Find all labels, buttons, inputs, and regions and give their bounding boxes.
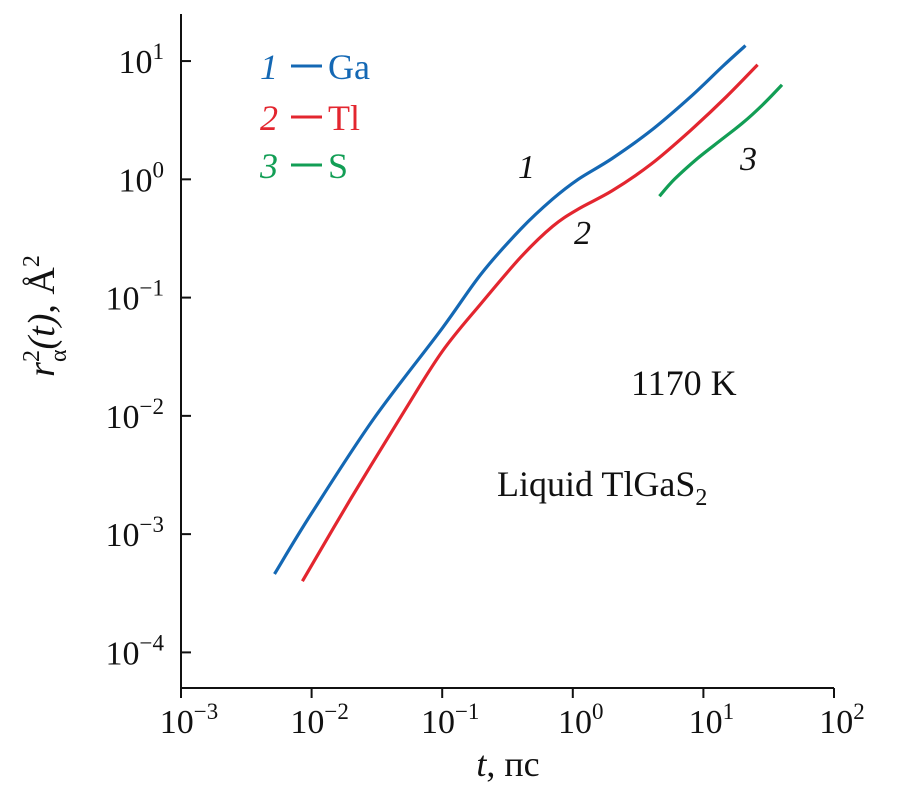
x-label-var: t bbox=[476, 744, 487, 784]
y-label-sup: 2 bbox=[19, 350, 45, 362]
axes bbox=[180, 14, 834, 689]
y-label-sub: α bbox=[46, 349, 72, 362]
x-tick-exp: 2 bbox=[853, 699, 865, 724]
y-tick-exp: 1 bbox=[153, 39, 165, 64]
y-tick-exp: −3 bbox=[140, 512, 164, 537]
y-tick-label: 100 bbox=[119, 157, 165, 199]
curve-label-3: 3 bbox=[739, 141, 757, 178]
annotation-temperature: 1170 K bbox=[631, 363, 737, 403]
y-tick-base: 10 bbox=[119, 162, 153, 199]
legend-num-3: 3 bbox=[259, 146, 278, 186]
legend-entry-ga: 1 Ga bbox=[260, 47, 370, 87]
series-line-ga bbox=[273, 44, 747, 575]
annotation-substance-text: Liquid TlGaS bbox=[497, 464, 695, 504]
annotation-substance: Liquid TlGaS2 bbox=[497, 464, 707, 511]
y-label-unit: , Å bbox=[21, 267, 63, 314]
x-axis-label: t, пс bbox=[476, 744, 539, 784]
x-label-unit: , пс bbox=[486, 744, 539, 784]
x-tick-label: 10−2 bbox=[290, 699, 348, 741]
y-tick-label: 10−3 bbox=[106, 512, 164, 554]
y-tick-base: 10 bbox=[106, 399, 140, 436]
legend-label-tl: Tl bbox=[328, 98, 360, 138]
y-tick-base: 10 bbox=[106, 281, 140, 318]
legend-label-ga: Ga bbox=[328, 47, 370, 87]
x-tick-base: 10 bbox=[290, 704, 324, 741]
y-label-base: r bbox=[21, 362, 63, 377]
x-tick-label: 102 bbox=[819, 699, 865, 741]
x-tick-base: 10 bbox=[558, 704, 592, 741]
y-label-unit-sup: 2 bbox=[19, 255, 45, 267]
y-tick-base: 10 bbox=[106, 517, 140, 554]
legend-num-2: 2 bbox=[260, 98, 278, 138]
y-label-paren: (t) bbox=[21, 314, 63, 350]
x-tick-exp: −3 bbox=[194, 699, 218, 724]
x-tick-label: 10−1 bbox=[421, 699, 479, 741]
svg-text:r2α(t), Å2: r2α(t), Å2 bbox=[19, 255, 72, 377]
x-ticks: 10−3 10−2 10−1 100 101 102 bbox=[160, 688, 865, 741]
x-tick-label: 100 bbox=[558, 699, 604, 741]
x-tick-exp: 1 bbox=[723, 699, 735, 724]
curve-label-2: 2 bbox=[574, 215, 591, 252]
y-tick-label: 10−4 bbox=[106, 630, 165, 672]
y-tick-label: 10−1 bbox=[106, 276, 164, 318]
x-tick-exp: −1 bbox=[455, 699, 479, 724]
y-tick-exp: −4 bbox=[140, 630, 165, 655]
x-tick-base: 10 bbox=[819, 704, 853, 741]
legend: 1 Ga 2 Tl 3 S bbox=[259, 47, 370, 186]
series-line-s bbox=[658, 83, 784, 198]
x-tick-label: 101 bbox=[689, 699, 735, 741]
y-tick-base: 10 bbox=[106, 635, 140, 672]
y-tick-exp: 0 bbox=[153, 157, 165, 182]
series-lines bbox=[273, 44, 784, 583]
legend-label-s: S bbox=[328, 146, 348, 186]
y-tick-label: 101 bbox=[119, 39, 165, 81]
legend-entry-s: 3 S bbox=[259, 146, 348, 186]
curve-label-1: 1 bbox=[518, 149, 535, 186]
y-axis-label: r2α(t), Å2 bbox=[19, 255, 72, 377]
y-tick-exp: −1 bbox=[140, 276, 164, 301]
x-tick-exp: 0 bbox=[592, 699, 604, 724]
x-tick-base: 10 bbox=[689, 704, 723, 741]
series-line-tl bbox=[301, 63, 759, 583]
x-tick-exp: −2 bbox=[324, 699, 348, 724]
x-tick-base: 10 bbox=[421, 704, 455, 741]
y-tick-exp: −2 bbox=[140, 394, 164, 419]
x-tick-label: 10−3 bbox=[160, 699, 218, 741]
legend-entry-tl: 2 Tl bbox=[260, 98, 360, 138]
y-tick-base: 10 bbox=[119, 44, 153, 81]
legend-num-1: 1 bbox=[260, 47, 278, 87]
x-tick-base: 10 bbox=[160, 704, 194, 741]
annotation-substance-sub: 2 bbox=[695, 485, 707, 511]
y-tick-label: 10−2 bbox=[106, 394, 164, 436]
